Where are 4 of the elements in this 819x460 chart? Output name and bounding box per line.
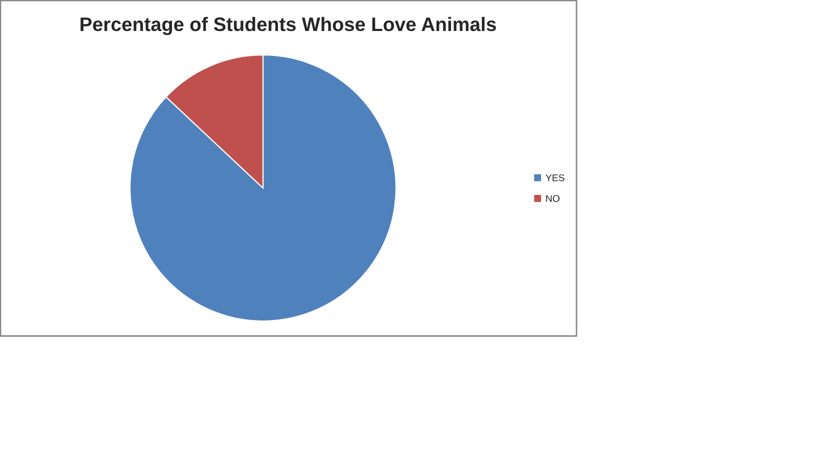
- pie-slice: [129, 54, 397, 322]
- chart-title: Percentage of Students Whose Love Animals: [80, 16, 496, 36]
- legend-label: NO: [546, 195, 560, 202]
- legend-label: YES: [546, 174, 564, 182]
